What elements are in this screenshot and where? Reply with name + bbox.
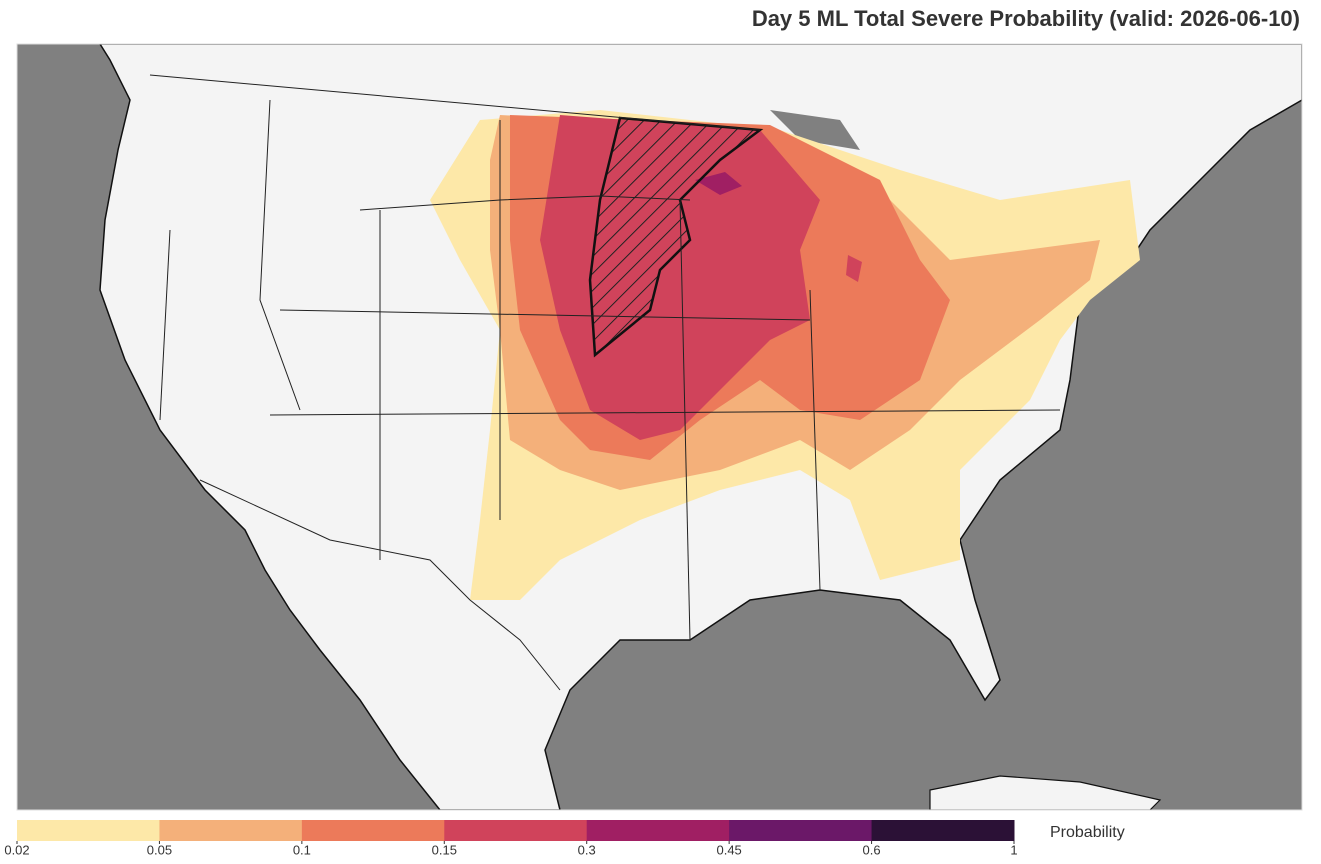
colorbar-tick-label: 1: [1010, 842, 1017, 857]
map-frame: [16, 43, 1303, 811]
border: [269, 409, 1061, 416]
colorbar-tick-label: 0.05: [147, 842, 172, 857]
colorbar-tick-label: 0.02: [4, 842, 29, 857]
significant-area: [588, 116, 764, 358]
colorbar-tick-label: 0.45: [716, 842, 741, 857]
colorbar-segment: [444, 820, 588, 841]
colorbar-segment: [729, 820, 873, 841]
colorbar-segment: [586, 820, 730, 841]
borders: [149, 74, 1061, 691]
colorbar: 0.02 0.05 0.1 0.15 0.3 0.45 0.6 1: [4, 820, 1018, 857]
border: [279, 309, 811, 321]
border: [679, 199, 691, 641]
colorbar-tick-label: 0.3: [578, 842, 596, 857]
lake: [770, 110, 860, 150]
map-title: Day 5 ML Total Severe Probability (valid…: [752, 6, 1300, 31]
probability-areas: [430, 110, 1140, 600]
probability-area: [695, 172, 742, 195]
border: [159, 229, 171, 421]
colorbar-segment: [301, 820, 445, 841]
border: [259, 99, 301, 411]
colorbar-segment: [17, 820, 160, 841]
colorbar-segment: [871, 820, 1015, 841]
border: [359, 195, 691, 211]
cuba: [929, 775, 1162, 810]
map: [17, 44, 1302, 810]
border: [199, 479, 561, 691]
colorbar-tick-label: 0.1: [293, 842, 311, 857]
colorbar-tick-label: 0.15: [432, 842, 457, 857]
colorbar-segment: [159, 820, 303, 841]
colorbar-tick-label: 0.6: [863, 842, 881, 857]
border: [149, 74, 761, 131]
border: [809, 289, 821, 591]
colorbar-label: Probability: [1050, 824, 1125, 841]
probability-area: [846, 255, 862, 282]
